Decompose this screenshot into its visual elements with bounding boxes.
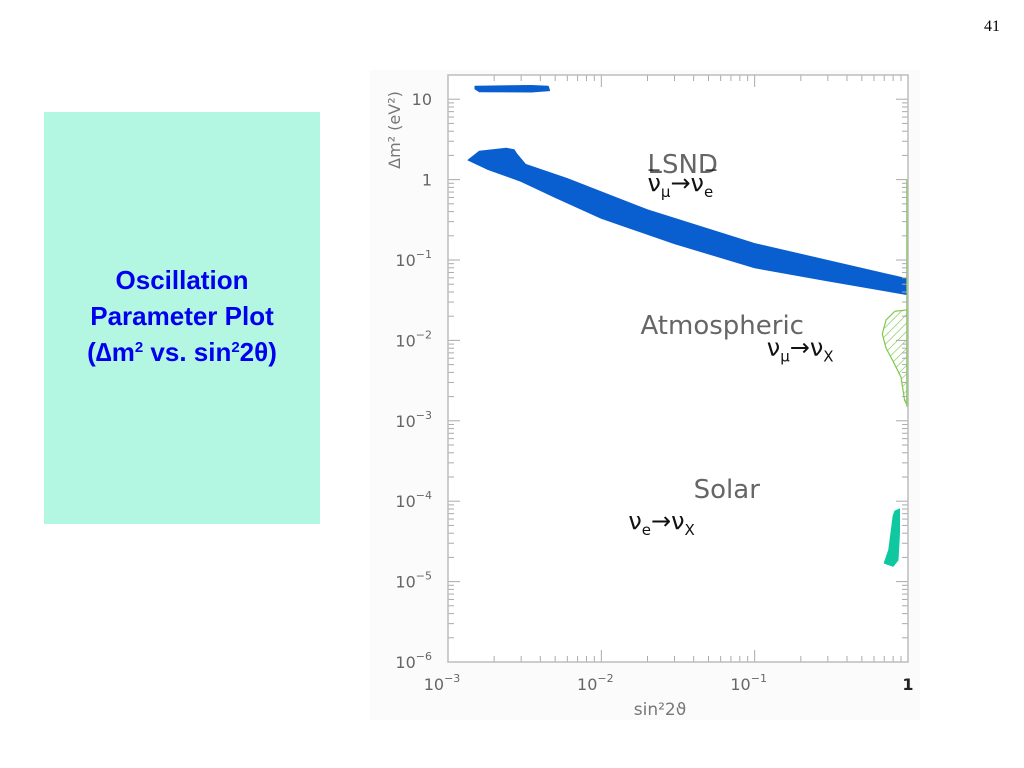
channel-arrow: → (790, 333, 810, 361)
channel-sub-a: e (642, 521, 651, 539)
x-tick-label: 10−2 (577, 672, 614, 694)
title-two: 2 (239, 337, 255, 367)
title-line-2: Parameter Plot (90, 301, 274, 331)
x-tick-label-base: 10 (424, 675, 444, 694)
x-tick-label-exponent: −3 (444, 672, 460, 685)
title-sup-2: 2 (231, 339, 240, 356)
y-axis-label: Δm² (eV²) (385, 91, 404, 169)
title-sup-1: 2 (134, 339, 144, 356)
y-tick-label-base: 10 (395, 653, 415, 672)
channel-nu-a: ν (647, 169, 660, 197)
x-axis-label: sin²2ϑ (634, 700, 687, 720)
ticks-layer (447, 74, 908, 663)
y-tick-label-base: 10 (395, 331, 415, 350)
channel-sub-b: X (823, 347, 833, 365)
lsnd-channel-formula: νμ→νe (647, 169, 713, 201)
x-tick-label-exponent: −1 (751, 672, 767, 685)
y-tick-label-base: 1 (422, 171, 432, 190)
y-tick-label-base: 10 (395, 573, 415, 592)
x-tick-label-base: 10 (577, 675, 597, 694)
title-vs: vs. sin (143, 337, 232, 367)
slide-title: Oscillation Parameter Plot (∆m2 vs. sin2… (44, 262, 320, 370)
x-tick-label: 10−3 (424, 672, 461, 694)
channel-nu-a: ν (628, 507, 641, 535)
y-tick-label: 10−2 (395, 328, 432, 350)
x-tick-label: 1 (902, 675, 913, 694)
y-tick-label: 10−4 (395, 489, 432, 511)
channel-nu-b: ν (671, 507, 684, 535)
channel-arrow: → (651, 507, 671, 535)
y-tick-label-exponent: −1 (416, 248, 432, 261)
plot-frame (447, 74, 909, 663)
atmospheric-label: Atmospheric (640, 311, 804, 341)
y-tick-label-base: 10 (395, 412, 415, 431)
channel-sub-b: X (684, 521, 694, 539)
title-m: m (111, 337, 135, 367)
y-tick-label: 10−5 (395, 570, 432, 592)
x-tick-label-exponent: −2 (597, 672, 613, 685)
y-tick-label: 10−1 (395, 248, 432, 270)
channel-nu-b: ν (691, 169, 704, 197)
channel-nu-a: ν (767, 333, 780, 361)
x-tick-label-base: 1 (902, 675, 913, 694)
oscillation-chart: 10−3 10−2 10−1 110110−110−210−310−410−510−6… (370, 70, 920, 720)
y-tick-label-exponent: −4 (416, 489, 432, 502)
title-theta: θ (254, 337, 269, 367)
title-delta: ∆ (95, 337, 112, 367)
y-tick-label-exponent: −5 (416, 570, 432, 583)
channel-sub-a: μ (780, 347, 790, 365)
y-tick-label: 10−3 (395, 409, 432, 431)
solar-region-1 (883, 508, 900, 567)
x-tick-label: 10−1 (730, 672, 767, 694)
y-tick-label-exponent: −2 (416, 328, 432, 341)
solar-channel-formula: νe→νX (628, 507, 694, 539)
title-paren-close: ) (268, 337, 277, 367)
channel-arrow: → (670, 169, 690, 197)
lsnd-label: LSND (647, 150, 717, 180)
solar-label: Solar (694, 475, 761, 505)
lsnd-region-1 (474, 85, 551, 93)
y-tick-label-exponent: −6 (416, 650, 432, 663)
title-line-3: (∆m2 vs. sin22θ) (44, 334, 320, 370)
atmospheric-channel-formula: νμ→νX (767, 333, 834, 365)
slide-number: 41 (984, 18, 1000, 35)
title-box: Oscillation Parameter Plot (∆m2 vs. sin2… (44, 112, 320, 524)
y-tick-label: 1 (422, 171, 432, 190)
title-line-1: Oscillation (115, 265, 249, 295)
y-tick-label-base: 10 (412, 90, 432, 109)
y-tick-label: 10 (412, 90, 432, 109)
y-tick-label-base: 10 (395, 492, 415, 511)
channel-nu-b: ν (810, 333, 823, 361)
labels-layer: 10−3 10−2 10−1 110110−110−210−310−410−510−6… (395, 90, 913, 694)
x-tick-label-base: 10 (730, 675, 750, 694)
y-tick-label-base: 10 (395, 251, 415, 270)
channel-sub-b: e (704, 183, 713, 201)
y-tick-label-exponent: −3 (416, 409, 432, 422)
channel-sub-a: μ (661, 183, 671, 201)
title-paren-open: ( (87, 337, 96, 367)
atmospheric-region-1 (881, 309, 909, 407)
y-tick-label: 10−6 (395, 650, 432, 672)
